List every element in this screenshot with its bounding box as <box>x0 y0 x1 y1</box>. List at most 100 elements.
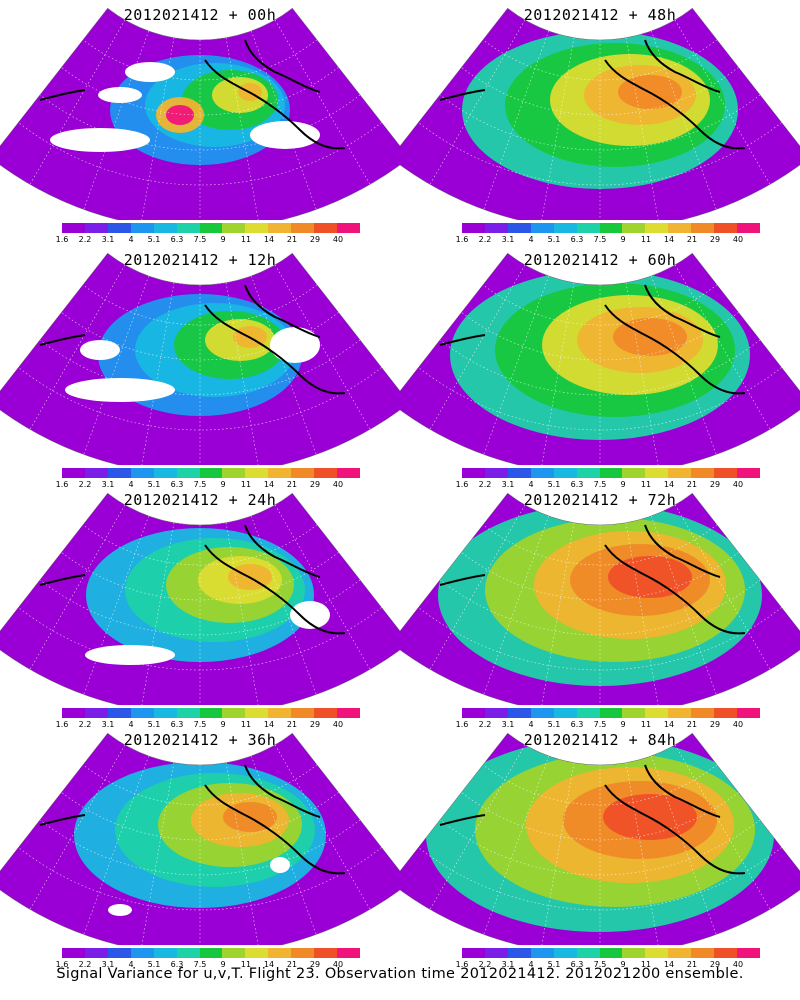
colorbar <box>462 948 760 958</box>
colorbar-tick-label: 29 <box>309 960 321 969</box>
colorbar-swatch <box>268 708 292 718</box>
colorbar-tick-label: 3.1 <box>101 480 115 489</box>
colorbar-swatch <box>507 708 531 718</box>
colorbar-tick-label: 40 <box>332 235 344 244</box>
colorbar <box>62 468 360 478</box>
colorbar-swatch <box>737 468 760 478</box>
colorbar-tick-label: 21 <box>286 960 298 969</box>
colorbar-swatch <box>153 223 177 233</box>
colorbar-swatch <box>176 223 200 233</box>
colorbar-swatch <box>337 223 360 233</box>
colorbar-tick-label: 6.3 <box>170 720 184 729</box>
colorbar-swatch <box>222 223 246 233</box>
colorbar-tick-label: 6.3 <box>570 960 584 969</box>
colorbar <box>62 223 360 233</box>
panel-title: 2012021412 + 48h <box>523 6 677 24</box>
colorbar-tick-label: 2.2 <box>478 235 492 244</box>
colorbar-swatch <box>668 468 692 478</box>
colorbar-swatch <box>622 708 646 718</box>
colorbar-tick-label: 2.2 <box>478 480 492 489</box>
colorbar-tick-label: 14 <box>263 480 275 489</box>
colorbar-swatch <box>530 948 554 958</box>
map-p60 <box>400 252 800 465</box>
colorbar-tick-label: 40 <box>732 235 744 244</box>
colorbar-tick-label: 29 <box>309 480 321 489</box>
colorbar-swatch <box>245 948 269 958</box>
colorbar-swatch <box>507 948 531 958</box>
colorbar-tick-label: 1.6 <box>455 235 469 244</box>
colorbar-tick-label: 5.1 <box>147 720 161 729</box>
colorbar-tick-label: 1.6 <box>455 720 469 729</box>
colorbar-tick-label: 7.5 <box>193 960 207 969</box>
colorbar-swatch <box>62 708 85 718</box>
colorbar-swatch <box>576 223 600 233</box>
panel-title: 2012021412 + 84h <box>523 731 677 749</box>
panel-title: 2012021412 + 60h <box>523 251 677 269</box>
colorbar-tick-label: 9 <box>620 960 626 969</box>
colorbar-swatch <box>622 223 646 233</box>
colorbar-swatch <box>553 708 577 718</box>
colorbar-tick-label: 29 <box>709 720 721 729</box>
colorbar-swatch <box>84 468 108 478</box>
panel-p60: 2012021412 + 60h 1.6 2.2 3.1 4 5.1 6.3 7.5 9 11 14… <box>400 245 800 490</box>
colorbar-swatch <box>176 708 200 718</box>
colorbar-tick-label: 4 <box>528 960 534 969</box>
panel-title: 2012021412 + 36h <box>123 731 277 749</box>
colorbar-swatch <box>176 468 200 478</box>
colorbar-tick-label: 21 <box>686 720 698 729</box>
colorbar-tick-label: 11 <box>240 480 252 489</box>
colorbar-tick-label: 7.5 <box>193 480 207 489</box>
colorbar-tick-label: 11 <box>640 480 652 489</box>
colorbar-tick-label: 14 <box>663 235 675 244</box>
colorbar-swatch <box>507 223 531 233</box>
colorbar-swatch <box>462 223 485 233</box>
colorbar-swatch <box>107 948 131 958</box>
colorbar-swatch <box>484 223 508 233</box>
colorbar-tick-label: 9 <box>620 235 626 244</box>
colorbar-tick-label: 40 <box>732 480 744 489</box>
colorbar-tick-label: 1.6 <box>455 480 469 489</box>
colorbar-swatch <box>691 708 715 718</box>
colorbar-tick-label: 11 <box>240 235 252 244</box>
colorbar-swatch <box>337 948 360 958</box>
colorbar-ticks: 1.6 2.2 3.1 4 5.1 6.3 7.5 9 11 14 21 29 40 <box>450 720 770 730</box>
colorbar-tick-label: 40 <box>732 960 744 969</box>
colorbar-ticks: 1.6 2.2 3.1 4 5.1 6.3 7.5 9 11 14 21 29 40 <box>50 960 370 970</box>
colorbar-tick-label: 6.3 <box>570 480 584 489</box>
colorbar-tick-label: 1.6 <box>55 720 69 729</box>
colorbar-swatch <box>268 468 292 478</box>
colorbar-swatch <box>668 708 692 718</box>
colorbar-tick-label: 5.1 <box>547 480 561 489</box>
colorbar-tick-label: 29 <box>309 720 321 729</box>
colorbar-tick-label: 7.5 <box>593 960 607 969</box>
colorbar-tick-label: 2.2 <box>478 720 492 729</box>
panel-title: 2012021412 + 12h <box>123 251 277 269</box>
colorbar-tick-label: 7.5 <box>593 480 607 489</box>
colorbar-tick-label: 4 <box>528 480 534 489</box>
colorbar-tick-label: 40 <box>332 960 344 969</box>
colorbar-swatch <box>737 948 760 958</box>
colorbar <box>462 223 760 233</box>
colorbar <box>62 948 360 958</box>
colorbar-tick-label: 11 <box>640 235 652 244</box>
colorbar-swatch <box>668 948 692 958</box>
colorbar-tick-label: 11 <box>240 960 252 969</box>
panel-title: 2012021412 + 24h <box>123 491 277 509</box>
colorbar-swatch <box>291 223 315 233</box>
colorbar-tick-label: 3.1 <box>101 235 115 244</box>
colorbar-tick-label: 14 <box>263 720 275 729</box>
panel-p36: 2012021412 + 36h 1.6 2.2 3.1 4 5.1 6.3 7.5 9 11 14… <box>0 725 400 970</box>
colorbar-swatch <box>291 708 315 718</box>
colorbar-swatch <box>599 948 623 958</box>
panel-p84: 2012021412 + 84h 1.6 2.2 3.1 4 5.1 6.3 7.5 9 11 14… <box>400 725 800 970</box>
colorbar-swatch <box>553 223 577 233</box>
colorbar-swatch <box>622 948 646 958</box>
colorbar-swatch <box>691 223 715 233</box>
colorbar-swatch <box>507 468 531 478</box>
map-p00 <box>0 7 400 220</box>
colorbar-swatch <box>337 708 360 718</box>
colorbar-swatch <box>245 468 269 478</box>
colorbar-swatch <box>84 223 108 233</box>
colorbar-swatch <box>291 948 315 958</box>
colorbar-swatch <box>737 708 760 718</box>
